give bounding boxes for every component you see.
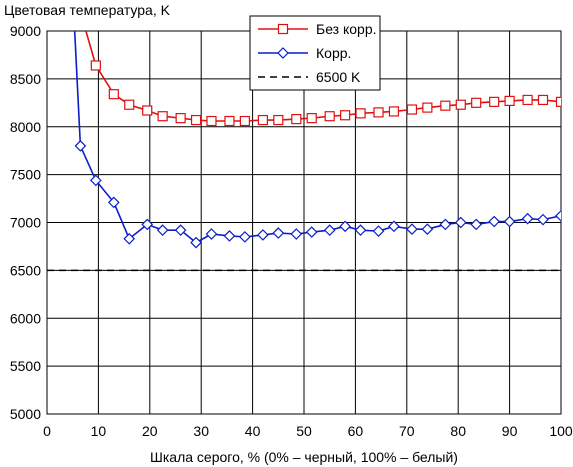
data-point [90, 60, 101, 71]
data-point [373, 107, 384, 118]
data-point [142, 105, 153, 116]
x-tick-label: 30 [193, 423, 209, 439]
data-point [355, 108, 366, 119]
data-point [339, 220, 351, 233]
y-tick-label: 6000 [10, 310, 41, 326]
series-layer [47, 31, 561, 272]
data-point [239, 115, 250, 127]
data-point [141, 218, 154, 231]
y-tick-label: 7500 [10, 167, 41, 183]
data-point [454, 216, 467, 229]
x-tick-label: 10 [91, 423, 107, 439]
data-point [305, 226, 318, 238]
data-point [406, 223, 418, 236]
data-point [489, 96, 500, 107]
data-point [290, 228, 303, 240]
data-point [372, 225, 385, 237]
x-tick-label: 50 [296, 423, 312, 439]
data-point [273, 114, 284, 126]
y-tick-label: 5000 [10, 406, 41, 422]
legend-entry: Корр. [258, 45, 351, 61]
data-point [107, 196, 120, 209]
data-point [224, 115, 235, 127]
data-point [257, 229, 269, 241]
data-point [306, 113, 317, 124]
data-point [206, 115, 217, 127]
data-point [488, 215, 501, 228]
data-point [439, 218, 452, 231]
x-tick-label: 90 [502, 423, 518, 439]
data-point [108, 89, 119, 100]
y-tick-label: 6500 [10, 262, 41, 278]
x-tick-labels: 0 10 20 30 40 50 60 70 80 90 100 [43, 423, 573, 439]
y-tick-label: 5500 [10, 358, 41, 374]
data-point [354, 224, 367, 237]
data-point [421, 223, 434, 236]
data-point [537, 94, 549, 106]
data-point [422, 102, 433, 113]
data-point [455, 99, 466, 110]
data-point [521, 212, 534, 225]
data-point [272, 227, 285, 239]
x-tick-label: 80 [450, 423, 466, 439]
data-point [223, 230, 236, 242]
data-point [190, 236, 202, 249]
y-tick-label: 8500 [10, 71, 41, 87]
legend-entry: 6500 K [258, 69, 361, 85]
x-axis-title: Шкала серого, % (0% – черный, 100% – бел… [150, 449, 458, 465]
legend-marker [277, 23, 289, 35]
data-point [205, 228, 218, 240]
y-tick-label: 8000 [10, 119, 41, 135]
data-point [406, 104, 418, 115]
data-point [174, 224, 187, 237]
legend-marker [277, 47, 289, 59]
x-tick-label: 40 [245, 423, 261, 439]
legend: Без корр. Корр. 6500 K [249, 15, 381, 91]
legend-label: Без корр. [316, 21, 377, 37]
data-point [156, 224, 169, 237]
data-point [257, 114, 268, 126]
data-point [504, 95, 515, 106]
data-point [239, 231, 251, 243]
data-point [89, 174, 102, 187]
data-point [555, 209, 561, 222]
data-point [471, 97, 482, 108]
data-point [323, 224, 336, 237]
legend-label: 6500 K [316, 69, 361, 85]
data-point [388, 220, 400, 233]
x-tick-label: 0 [43, 423, 51, 439]
data-point [470, 218, 483, 231]
y-tick-label: 7000 [10, 215, 41, 231]
data-point [124, 99, 135, 110]
x-tick-label: 70 [399, 423, 415, 439]
x-tick-label: 20 [142, 423, 158, 439]
series-0 [85, 31, 561, 127]
data-point [340, 110, 351, 121]
series-1 [73, 31, 561, 249]
y-tick-label: 9000 [10, 23, 41, 39]
data-point [388, 106, 400, 117]
data-point [555, 96, 561, 107]
data-point [175, 113, 186, 124]
data-point [291, 113, 302, 125]
data-point [157, 111, 168, 122]
data-point [537, 213, 549, 226]
data-point [503, 215, 516, 228]
y-tick-labels: 5000 5500 6000 6500 7000 7500 8000 8500 9000 [10, 23, 41, 422]
legend-entry: Без корр. [258, 21, 377, 37]
data-point [123, 232, 136, 245]
y-axis-title: Цветовая температура, K [4, 2, 171, 18]
data-point [440, 100, 451, 111]
legend-label: Корр. [316, 45, 351, 61]
data-point [74, 140, 87, 152]
x-tick-label: 100 [549, 423, 573, 439]
data-point [522, 94, 533, 106]
x-tick-label: 60 [348, 423, 364, 439]
data-point [190, 114, 202, 126]
data-point [324, 111, 335, 122]
